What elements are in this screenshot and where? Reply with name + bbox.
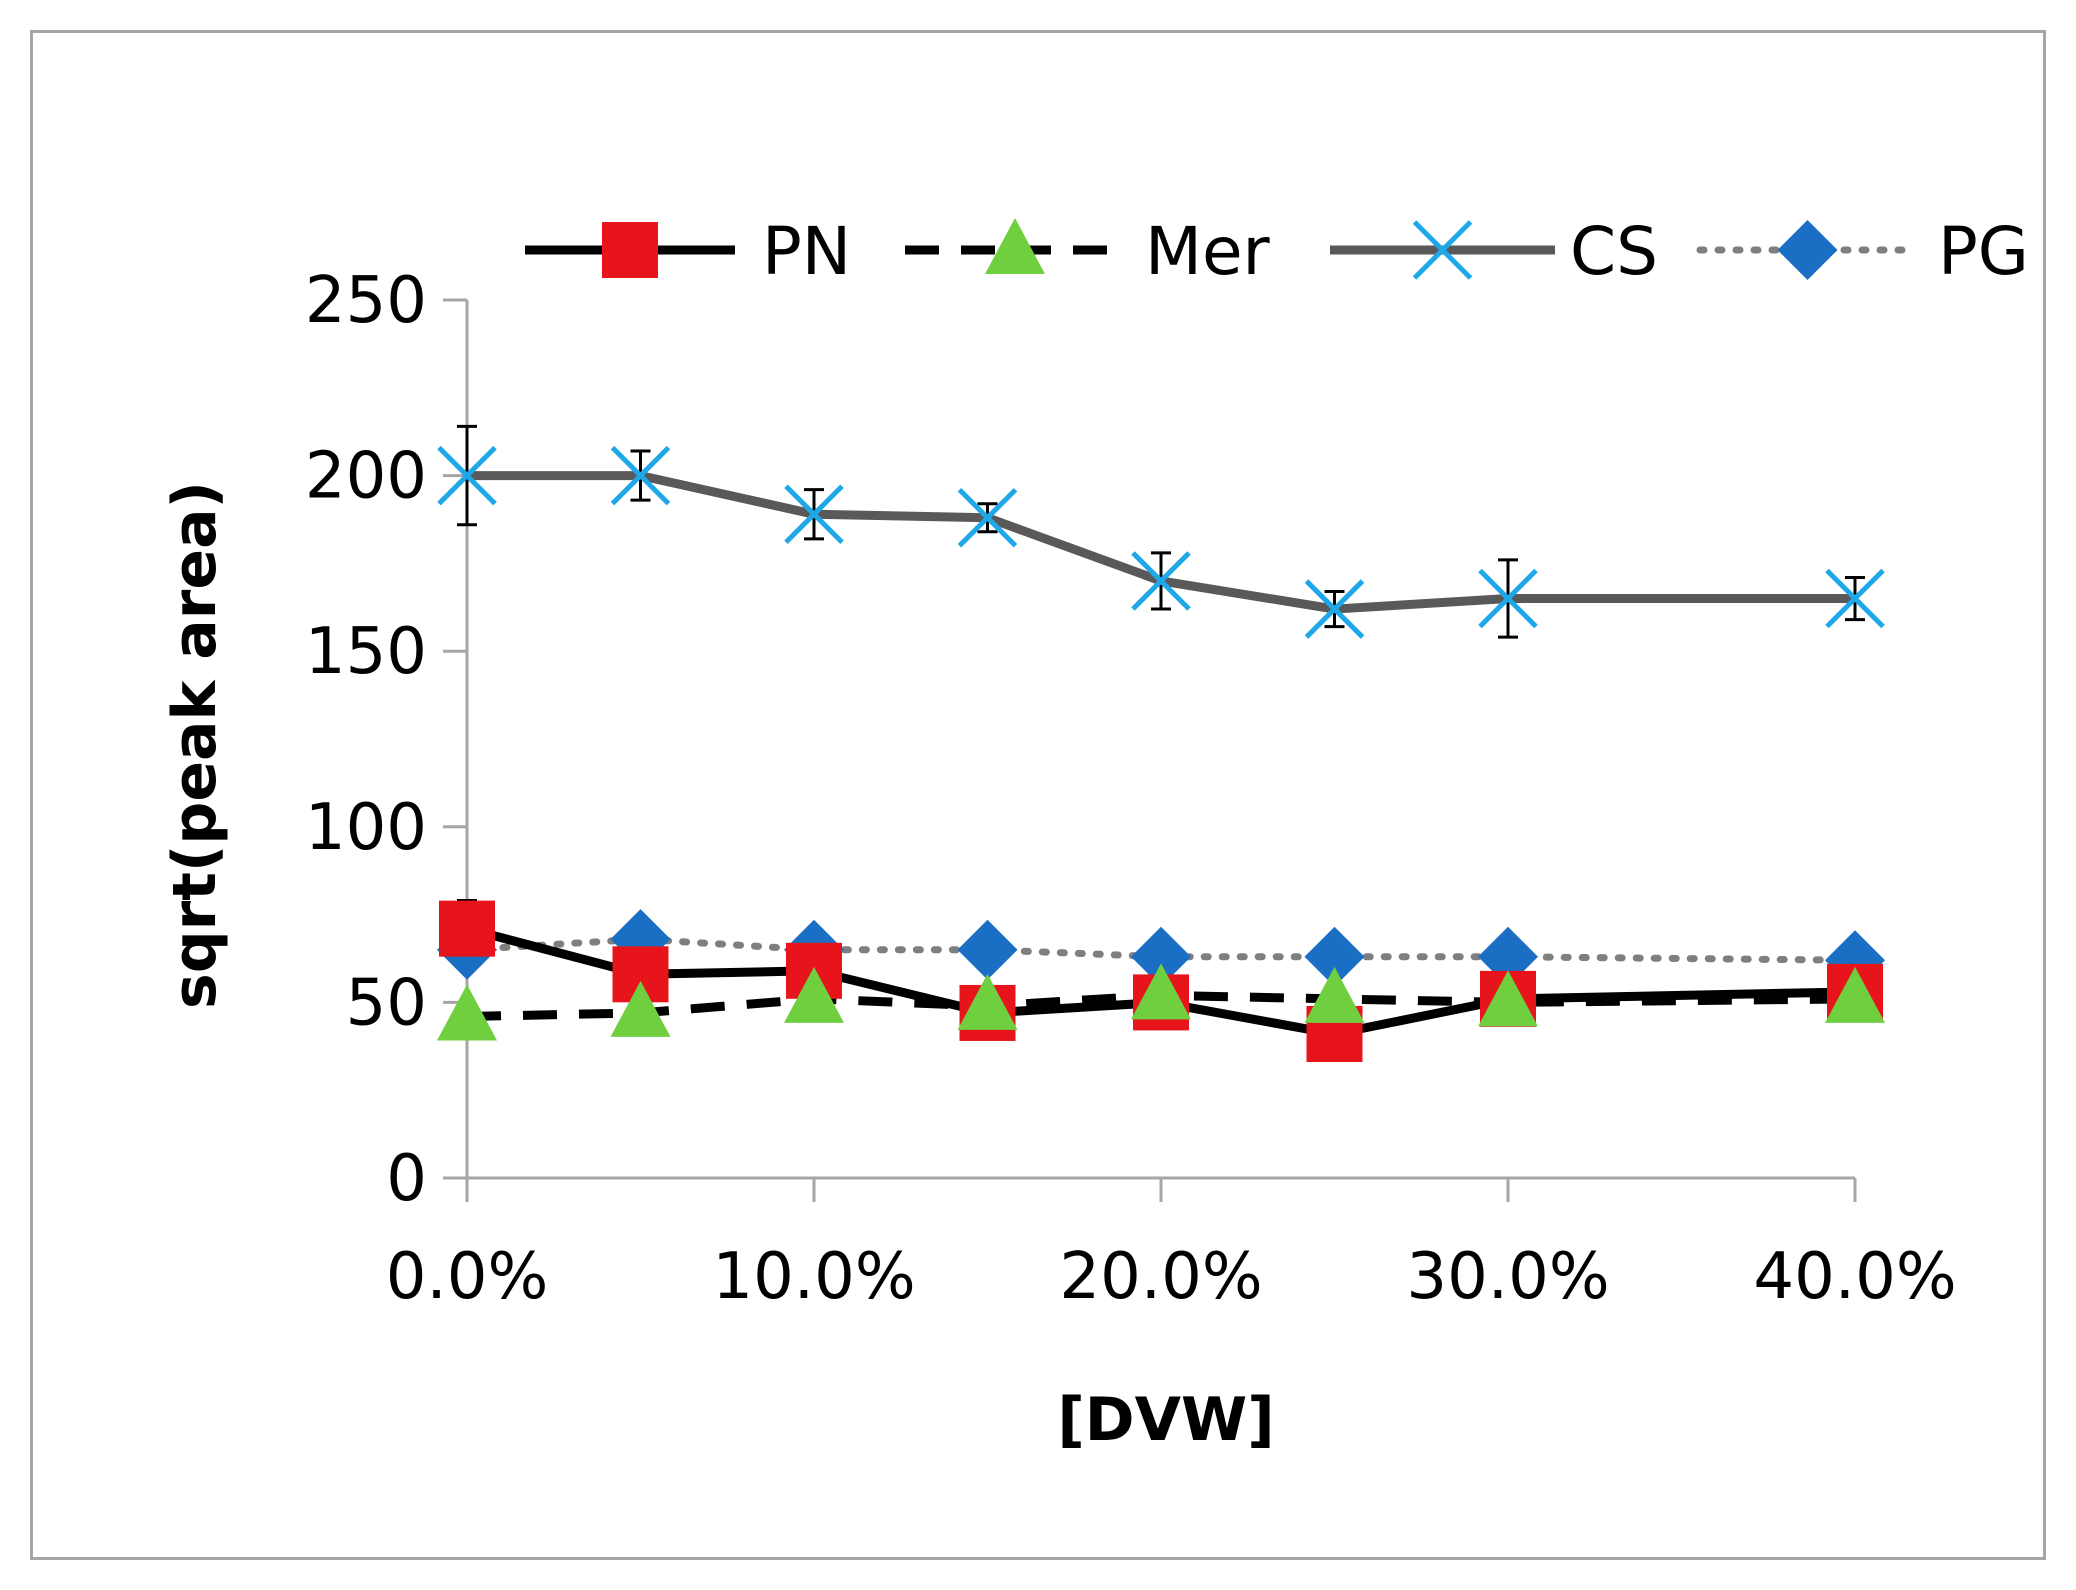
legend: PN Mer CS PG [525,213,2029,290]
data-point-mer [957,973,1018,1030]
data-point-mer [610,980,671,1037]
series-line-cs [467,471,1855,614]
data-point-cs [1304,579,1365,639]
legend-marker [1777,220,1838,280]
marker-stroke [1131,551,1191,611]
marker-stroke [1304,579,1365,639]
data-point-mer [1825,966,1885,1023]
y-tick-label: 100 [305,791,427,865]
x-axis-title: [DVW] [1057,1385,1274,1455]
legend-item-pg: PG [1696,213,2029,290]
legend-label: Mer [1145,213,1271,290]
legend-marker [985,218,1045,274]
x-tick-label: 20.0% [1059,1240,1262,1314]
y-tick-label: 50 [346,966,427,1040]
legend-item-cs: CS [1330,213,1658,290]
data-point-mer [1478,970,1538,1027]
marker-stroke [1825,568,1885,629]
chart-frame [30,30,2046,1560]
data-point-pg [1131,926,1191,987]
marker-stroke [1478,568,1538,629]
legend-label: PG [1938,213,2029,290]
legend-item-mer: Mer [905,213,1271,290]
y-tick-label: 200 [305,440,427,514]
marker-stroke [957,487,1018,548]
marker-stroke [1412,220,1473,280]
data-point-cs [957,487,1018,548]
data-point-mer [1131,963,1191,1020]
marker-stroke [784,484,844,544]
data-point-cs [1478,568,1538,629]
x-tick-label: 40.0% [1753,1240,1956,1314]
marker-stroke [437,445,497,506]
legend-marker [1412,220,1473,280]
data-point-pg [957,919,1018,980]
data-point-mer [784,966,844,1023]
x-tick-label: 30.0% [1406,1240,1609,1314]
legend-label: PN [762,213,851,290]
legend-label: CS [1570,213,1658,290]
x-tick-label: 0.0% [386,1240,549,1314]
y-tick-label: 250 [305,264,427,338]
data-point-cs [437,445,497,506]
data-point-mer [1304,966,1365,1023]
legend-item-pn: PN [525,213,851,290]
marker-stroke [610,445,671,506]
data-point-cs [1825,568,1885,629]
axes: 0 50 100 150 200 250 0.0% 10.0% 20.0% 30.0% 40.0% [305,264,1957,1314]
y-axis-title: sqrt(peak area) [160,481,230,1009]
series-layer [437,424,1885,1063]
data-point-pn [439,900,495,957]
x-tick-label: 10.0% [712,1240,915,1314]
data-point-cs [1131,551,1191,611]
data-point-pg [1304,926,1365,987]
y-tick-label: 0 [386,1142,427,1216]
y-tick-label: 150 [305,615,427,689]
series-line-pn [465,924,1856,1039]
data-point-cs [610,445,671,506]
data-point-mer [437,984,497,1041]
legend-marker [602,222,658,278]
data-point-cs [784,484,844,544]
